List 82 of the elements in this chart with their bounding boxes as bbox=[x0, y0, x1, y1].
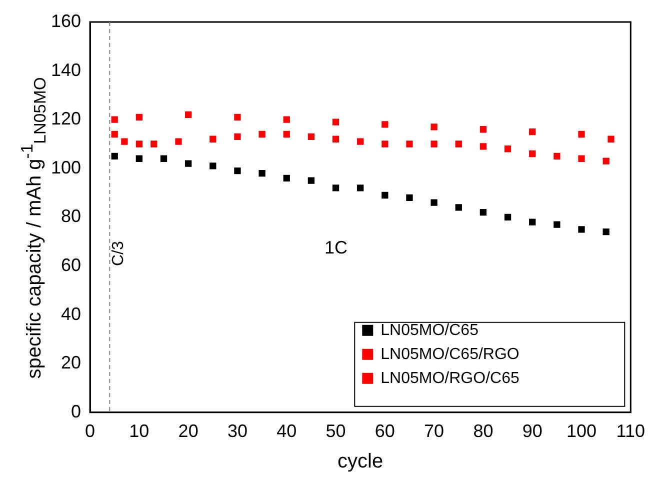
annotation: 1C bbox=[324, 237, 348, 258]
point bbox=[504, 214, 512, 221]
x-tick-label: 90 bbox=[522, 421, 542, 442]
point bbox=[554, 152, 560, 160]
point bbox=[554, 221, 560, 228]
x-tick-label: 30 bbox=[227, 421, 248, 442]
point bbox=[608, 136, 614, 142]
point bbox=[529, 218, 536, 226]
point bbox=[529, 150, 536, 158]
point bbox=[258, 130, 266, 138]
y-tick-label: 20 bbox=[61, 352, 82, 373]
point bbox=[283, 116, 290, 123]
point bbox=[382, 140, 388, 148]
point bbox=[308, 177, 315, 184]
point bbox=[357, 138, 364, 145]
legend-label: LN05MO/C65/RGO bbox=[380, 346, 520, 363]
point bbox=[234, 133, 241, 140]
point bbox=[111, 116, 118, 123]
point bbox=[258, 170, 266, 177]
point bbox=[111, 130, 118, 138]
x-tick-label: 60 bbox=[374, 421, 395, 442]
point bbox=[234, 168, 241, 174]
y-tick-label: 160 bbox=[50, 10, 82, 31]
point bbox=[283, 130, 290, 138]
point bbox=[504, 146, 512, 152]
point bbox=[150, 140, 158, 148]
point bbox=[480, 208, 487, 216]
point bbox=[185, 111, 192, 118]
x-tick-label: 20 bbox=[178, 421, 198, 442]
x-tick-label: 70 bbox=[424, 421, 444, 442]
y-tick-label: 120 bbox=[50, 108, 82, 129]
y-tick-label: 100 bbox=[50, 157, 82, 178]
x-tick-label: 0 bbox=[85, 421, 96, 442]
y-tick-label: 60 bbox=[61, 254, 82, 275]
point bbox=[578, 226, 585, 233]
y-tick-label: 80 bbox=[61, 206, 82, 226]
point bbox=[480, 126, 487, 133]
point bbox=[430, 124, 438, 130]
point bbox=[332, 184, 340, 192]
point bbox=[210, 136, 216, 142]
point bbox=[382, 121, 388, 128]
x-tick-label: 40 bbox=[276, 421, 297, 442]
point bbox=[382, 192, 388, 199]
point bbox=[111, 152, 118, 160]
point bbox=[210, 162, 216, 170]
y-tick-label: 140 bbox=[50, 60, 82, 80]
point bbox=[602, 158, 610, 164]
point bbox=[480, 143, 487, 150]
point bbox=[406, 140, 413, 148]
x-tick-label: 100 bbox=[566, 421, 597, 442]
point bbox=[430, 199, 438, 206]
point bbox=[185, 160, 192, 167]
point bbox=[332, 118, 340, 126]
point bbox=[136, 155, 143, 162]
point bbox=[160, 155, 168, 162]
point bbox=[121, 138, 128, 145]
legend-label: LN05MO/RGO/C65 bbox=[380, 370, 520, 387]
point bbox=[430, 140, 438, 148]
point bbox=[308, 133, 315, 140]
x-tick-label: 110 bbox=[616, 421, 646, 442]
x-tick-label: 50 bbox=[326, 421, 346, 442]
point bbox=[332, 136, 340, 142]
point bbox=[234, 114, 241, 120]
point bbox=[455, 204, 462, 211]
point bbox=[578, 130, 585, 138]
point bbox=[602, 228, 610, 236]
point bbox=[529, 128, 536, 136]
x-tick-label: 10 bbox=[129, 421, 150, 442]
legend-label: LN05MO/C65 bbox=[380, 322, 479, 339]
point bbox=[357, 184, 364, 192]
point bbox=[136, 140, 143, 148]
y-tick-label: 0 bbox=[71, 401, 82, 422]
y-tick-label: 40 bbox=[61, 304, 82, 324]
x-axis-title: cycle bbox=[338, 450, 384, 473]
point bbox=[175, 138, 182, 145]
ref-line-label: C/3 bbox=[110, 241, 128, 266]
point bbox=[406, 194, 413, 202]
x-tick-label: 80 bbox=[473, 421, 494, 442]
point bbox=[283, 174, 290, 182]
point bbox=[455, 140, 462, 148]
point bbox=[578, 155, 585, 162]
point bbox=[136, 114, 143, 120]
